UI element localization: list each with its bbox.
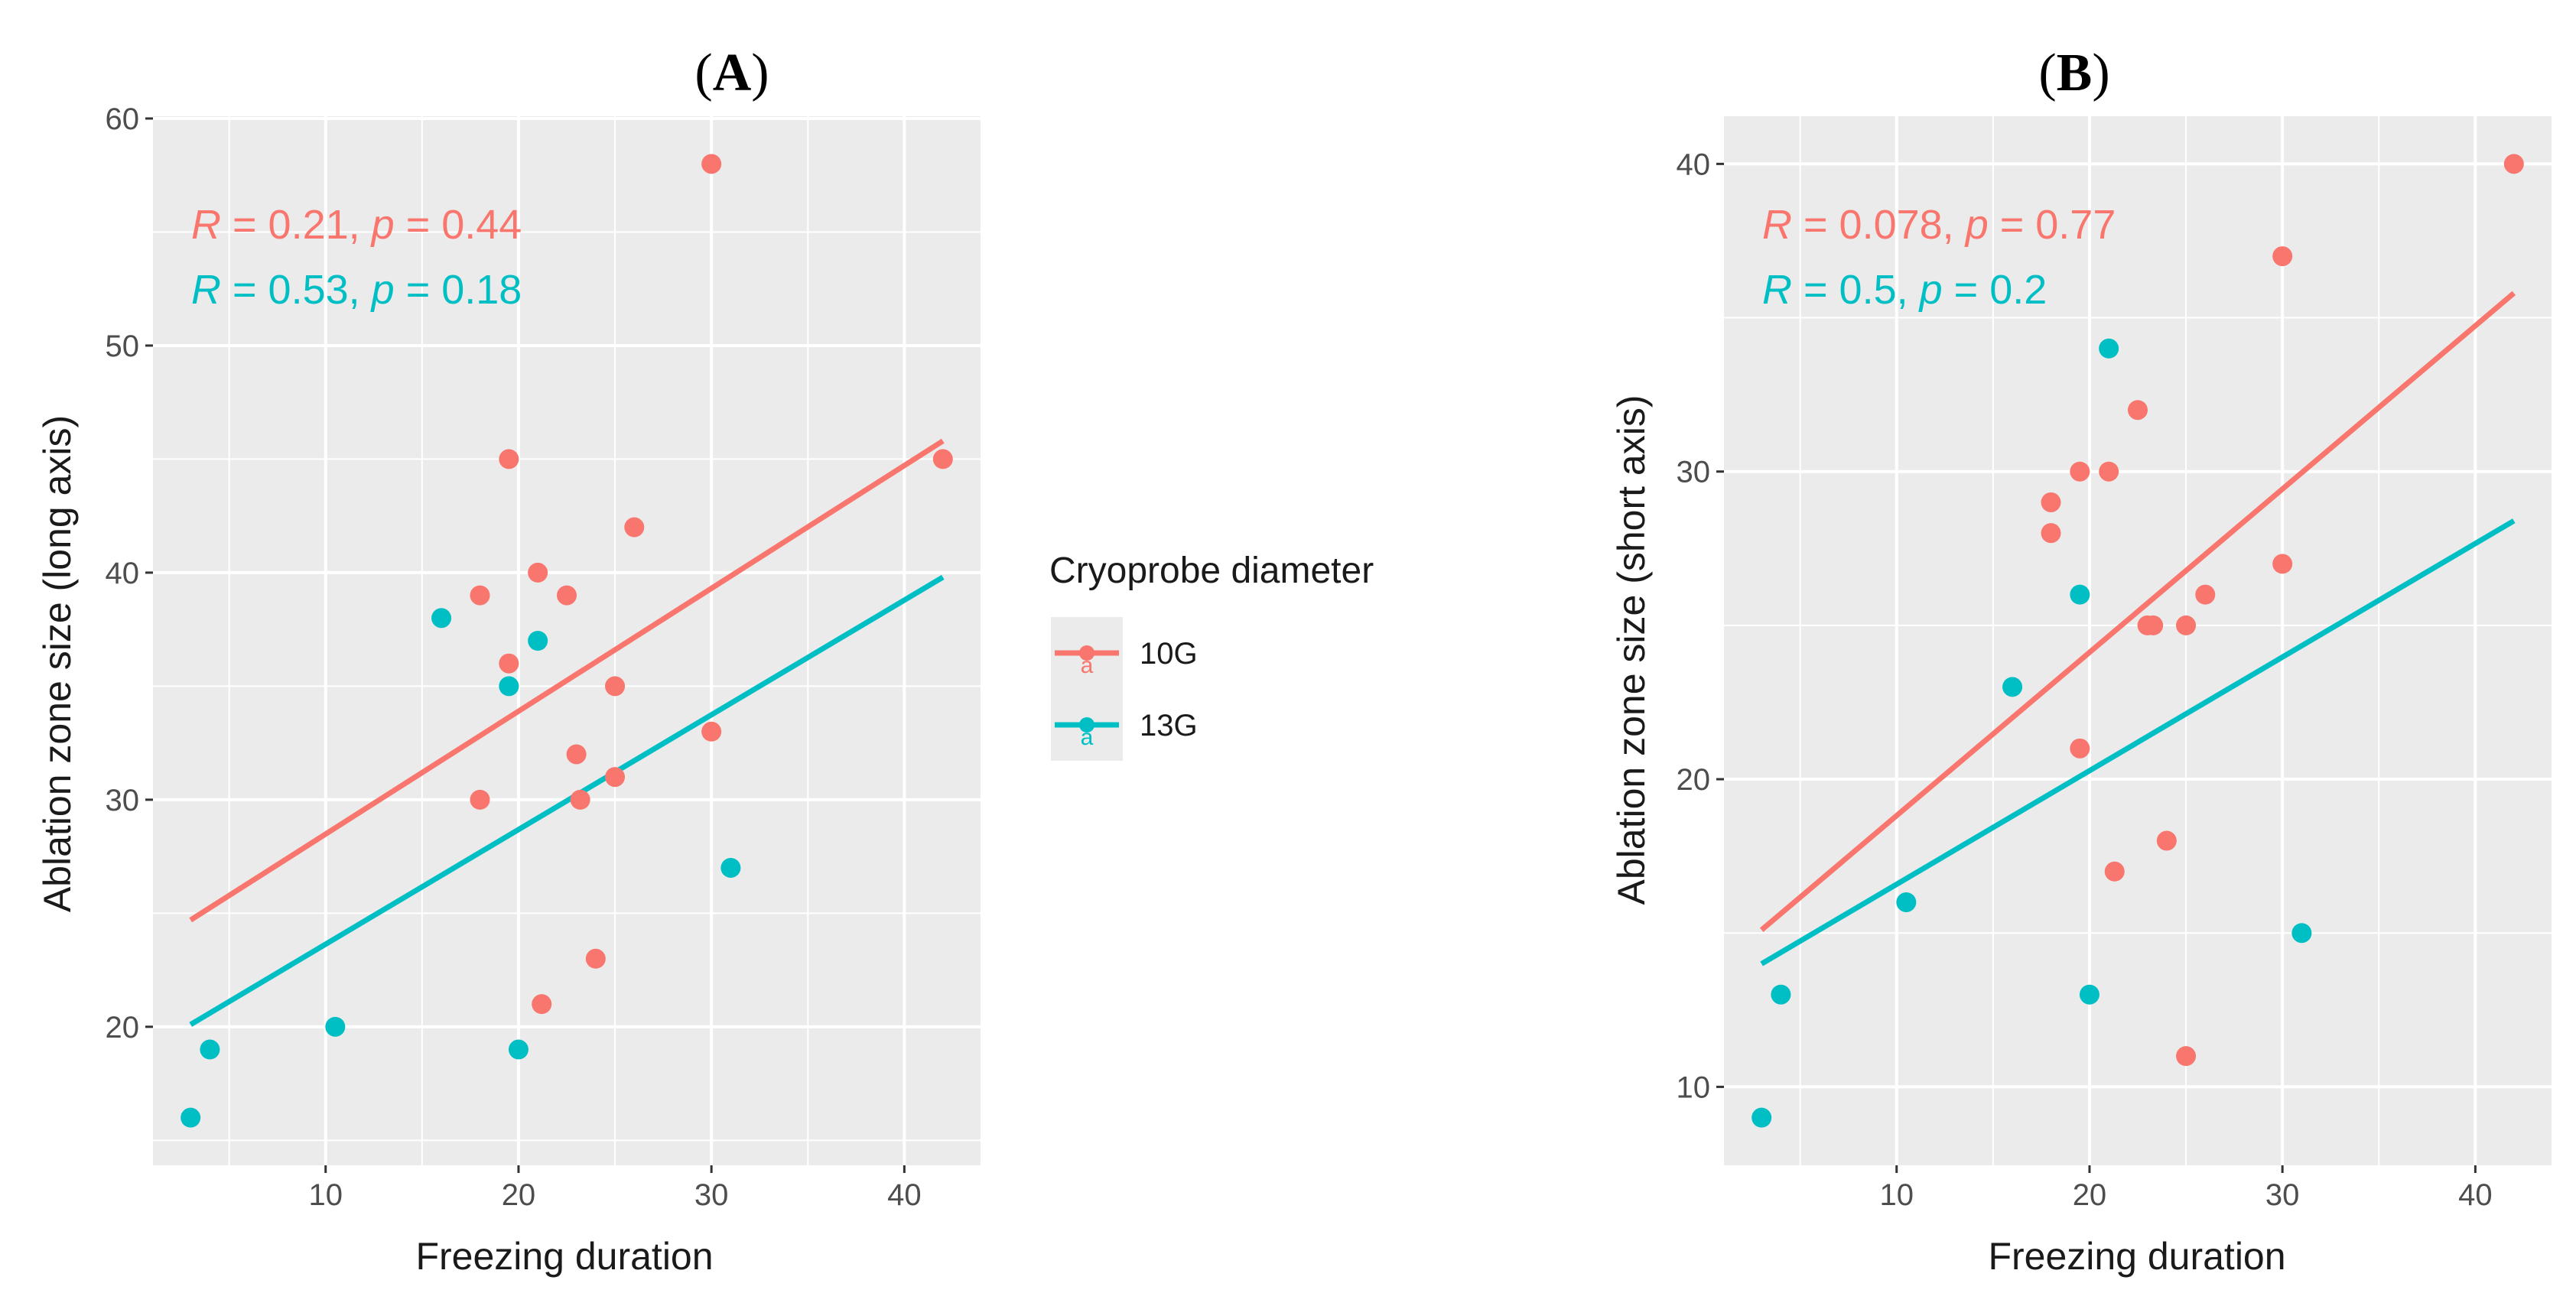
legend-label-10g: 10G <box>1140 637 1198 671</box>
panel-b-point-13g <box>2079 984 2100 1005</box>
panel-b-point-10g <box>2176 1046 2197 1067</box>
panel-b: (B) 10 20 30 40 10 20 30 40 R = 0.078, p = 0.77… <box>1610 44 2552 1278</box>
panel-a-x-axis-title: Freezing duration <box>415 1235 713 1278</box>
panel-b-y-tick-label: 40 <box>1677 148 1711 181</box>
panel-a-x-tick-label: 20 <box>502 1178 536 1212</box>
panel-b-y-tick-label: 30 <box>1677 456 1711 489</box>
panel-b-x-axis-title: Freezing duration <box>1988 1235 2285 1278</box>
legend-label-13g: 13G <box>1140 709 1198 742</box>
panel-b-point-10g <box>2041 492 2061 512</box>
panel-a-point-10g <box>624 517 645 538</box>
panel-b-x-tick-label: 10 <box>1879 1178 1914 1212</box>
panel-b-point-10g <box>2503 154 2524 174</box>
panel-a-plot: 10 20 30 40 20 30 40 50 60 <box>106 102 981 1212</box>
legend: Cryoprobe diameter a 10G a 13G <box>1049 551 1374 761</box>
panel-a-stat-10g: R = 0.21, p = 0.44 <box>191 202 522 248</box>
panel-a-plot-background <box>153 116 981 1165</box>
panel-b-x-tick-label: 40 <box>2458 1178 2493 1212</box>
panel-b-y-axis-title: Ablation zone size (short axis) <box>1610 395 1653 905</box>
legend-key-10g-letter: a <box>1081 653 1094 678</box>
panel-a-point-10g <box>701 154 722 174</box>
panel-a-point-10g <box>557 585 577 606</box>
panel-b-plot-background <box>1724 116 2552 1165</box>
panel-a-y-tick-label: 60 <box>106 102 140 136</box>
panel-a-point-10g <box>470 789 490 810</box>
panel-b-point-10g <box>2176 615 2197 635</box>
panel-a-point-10g <box>499 653 519 674</box>
panel-b-point-10g <box>2272 246 2293 267</box>
panel-b-plot: 10 20 30 40 10 20 30 40 <box>1677 116 2552 1212</box>
panel-a-point-10g <box>499 449 519 469</box>
panel-b-point-13g <box>2002 677 2023 697</box>
panel-a-point-10g <box>605 676 626 697</box>
panel-b-point-13g <box>2099 338 2119 359</box>
panel-b-point-10g <box>2104 861 2125 882</box>
legend-title: Cryoprobe diameter <box>1049 551 1374 591</box>
panel-b-title: (B) <box>2038 44 2109 102</box>
panel-b-y-tick-label: 20 <box>1677 763 1711 797</box>
panel-b-point-13g <box>1751 1107 1772 1128</box>
panel-a-point-10g <box>528 562 548 583</box>
panel-a-y-tick-label: 50 <box>106 330 140 363</box>
panel-a-x-tick-label: 30 <box>694 1178 729 1212</box>
panel-a-point-13g <box>431 608 452 629</box>
panel-b-point-10g <box>2195 584 2216 605</box>
panel-a-point-10g <box>932 449 953 469</box>
panel-a-y-tick-label: 30 <box>106 784 140 817</box>
panel-a-point-10g <box>570 789 590 810</box>
panel-a-title: (A) <box>694 44 769 102</box>
panel-b-stat-13g: R = 0.5, p = 0.2 <box>1762 267 2047 313</box>
panel-b-x-tick-label: 30 <box>2265 1178 2300 1212</box>
panel-b-point-10g <box>2099 461 2119 482</box>
panel-a-stat-13g: R = 0.53, p = 0.18 <box>191 267 522 313</box>
panel-a-point-10g <box>566 744 587 765</box>
panel-a-point-13g <box>508 1039 529 1060</box>
panel-a-point-10g <box>532 994 552 1015</box>
panel-b-point-10g <box>2041 523 2061 544</box>
panel-b-fit-line-10g <box>1759 291 2516 932</box>
panel-a-fit-line-13g <box>189 574 945 1027</box>
panel-b-point-10g <box>2272 554 2293 574</box>
panel-a-point-13g <box>720 857 741 878</box>
panel-a: (A) 10 20 30 40 20 30 40 50 60 R = 0.21, p = 0.4… <box>36 44 981 1278</box>
panel-b-point-10g <box>2070 461 2090 482</box>
panel-a-point-10g <box>470 585 490 606</box>
panel-b-y-tick-label: 10 <box>1677 1070 1711 1104</box>
panel-a-y-tick-label: 20 <box>106 1011 140 1044</box>
panel-a-point-10g <box>585 948 606 969</box>
panel-b-point-13g <box>1896 892 1917 912</box>
panel-a-point-13g <box>325 1016 346 1037</box>
legend-key-13g-point <box>1079 717 1094 733</box>
panel-a-point-10g <box>701 721 722 742</box>
panel-b-point-10g <box>2128 400 2148 421</box>
panel-a-point-13g <box>528 631 548 651</box>
panel-a-y-tick-label: 40 <box>106 557 140 590</box>
panel-b-point-10g <box>2156 830 2177 851</box>
panel-a-x-tick-label: 10 <box>308 1178 343 1212</box>
panel-b-point-13g <box>2291 923 2312 944</box>
panel-b-point-10g <box>2143 615 2164 635</box>
panel-b-x-tick-label: 20 <box>2073 1178 2107 1212</box>
legend-key-13g-letter: a <box>1081 725 1094 750</box>
panel-a-y-axis-title: Ablation zone size (long axis) <box>36 415 79 912</box>
panel-b-stat-10g: R = 0.078, p = 0.77 <box>1762 202 2116 248</box>
panel-b-point-13g <box>2070 584 2090 605</box>
panel-b-fit-line-13g <box>1760 518 2516 967</box>
legend-key-10g-point <box>1079 645 1094 661</box>
panel-a-point-13g <box>200 1039 220 1060</box>
panel-a-fit-line-10g <box>189 438 945 923</box>
panel-a-point-13g <box>499 676 519 697</box>
panel-b-point-10g <box>2070 738 2090 759</box>
panel-a-x-tick-label: 40 <box>887 1178 922 1212</box>
panel-a-point-10g <box>605 767 626 788</box>
panel-b-point-13g <box>1771 984 1791 1005</box>
panel-a-point-13g <box>181 1107 201 1128</box>
